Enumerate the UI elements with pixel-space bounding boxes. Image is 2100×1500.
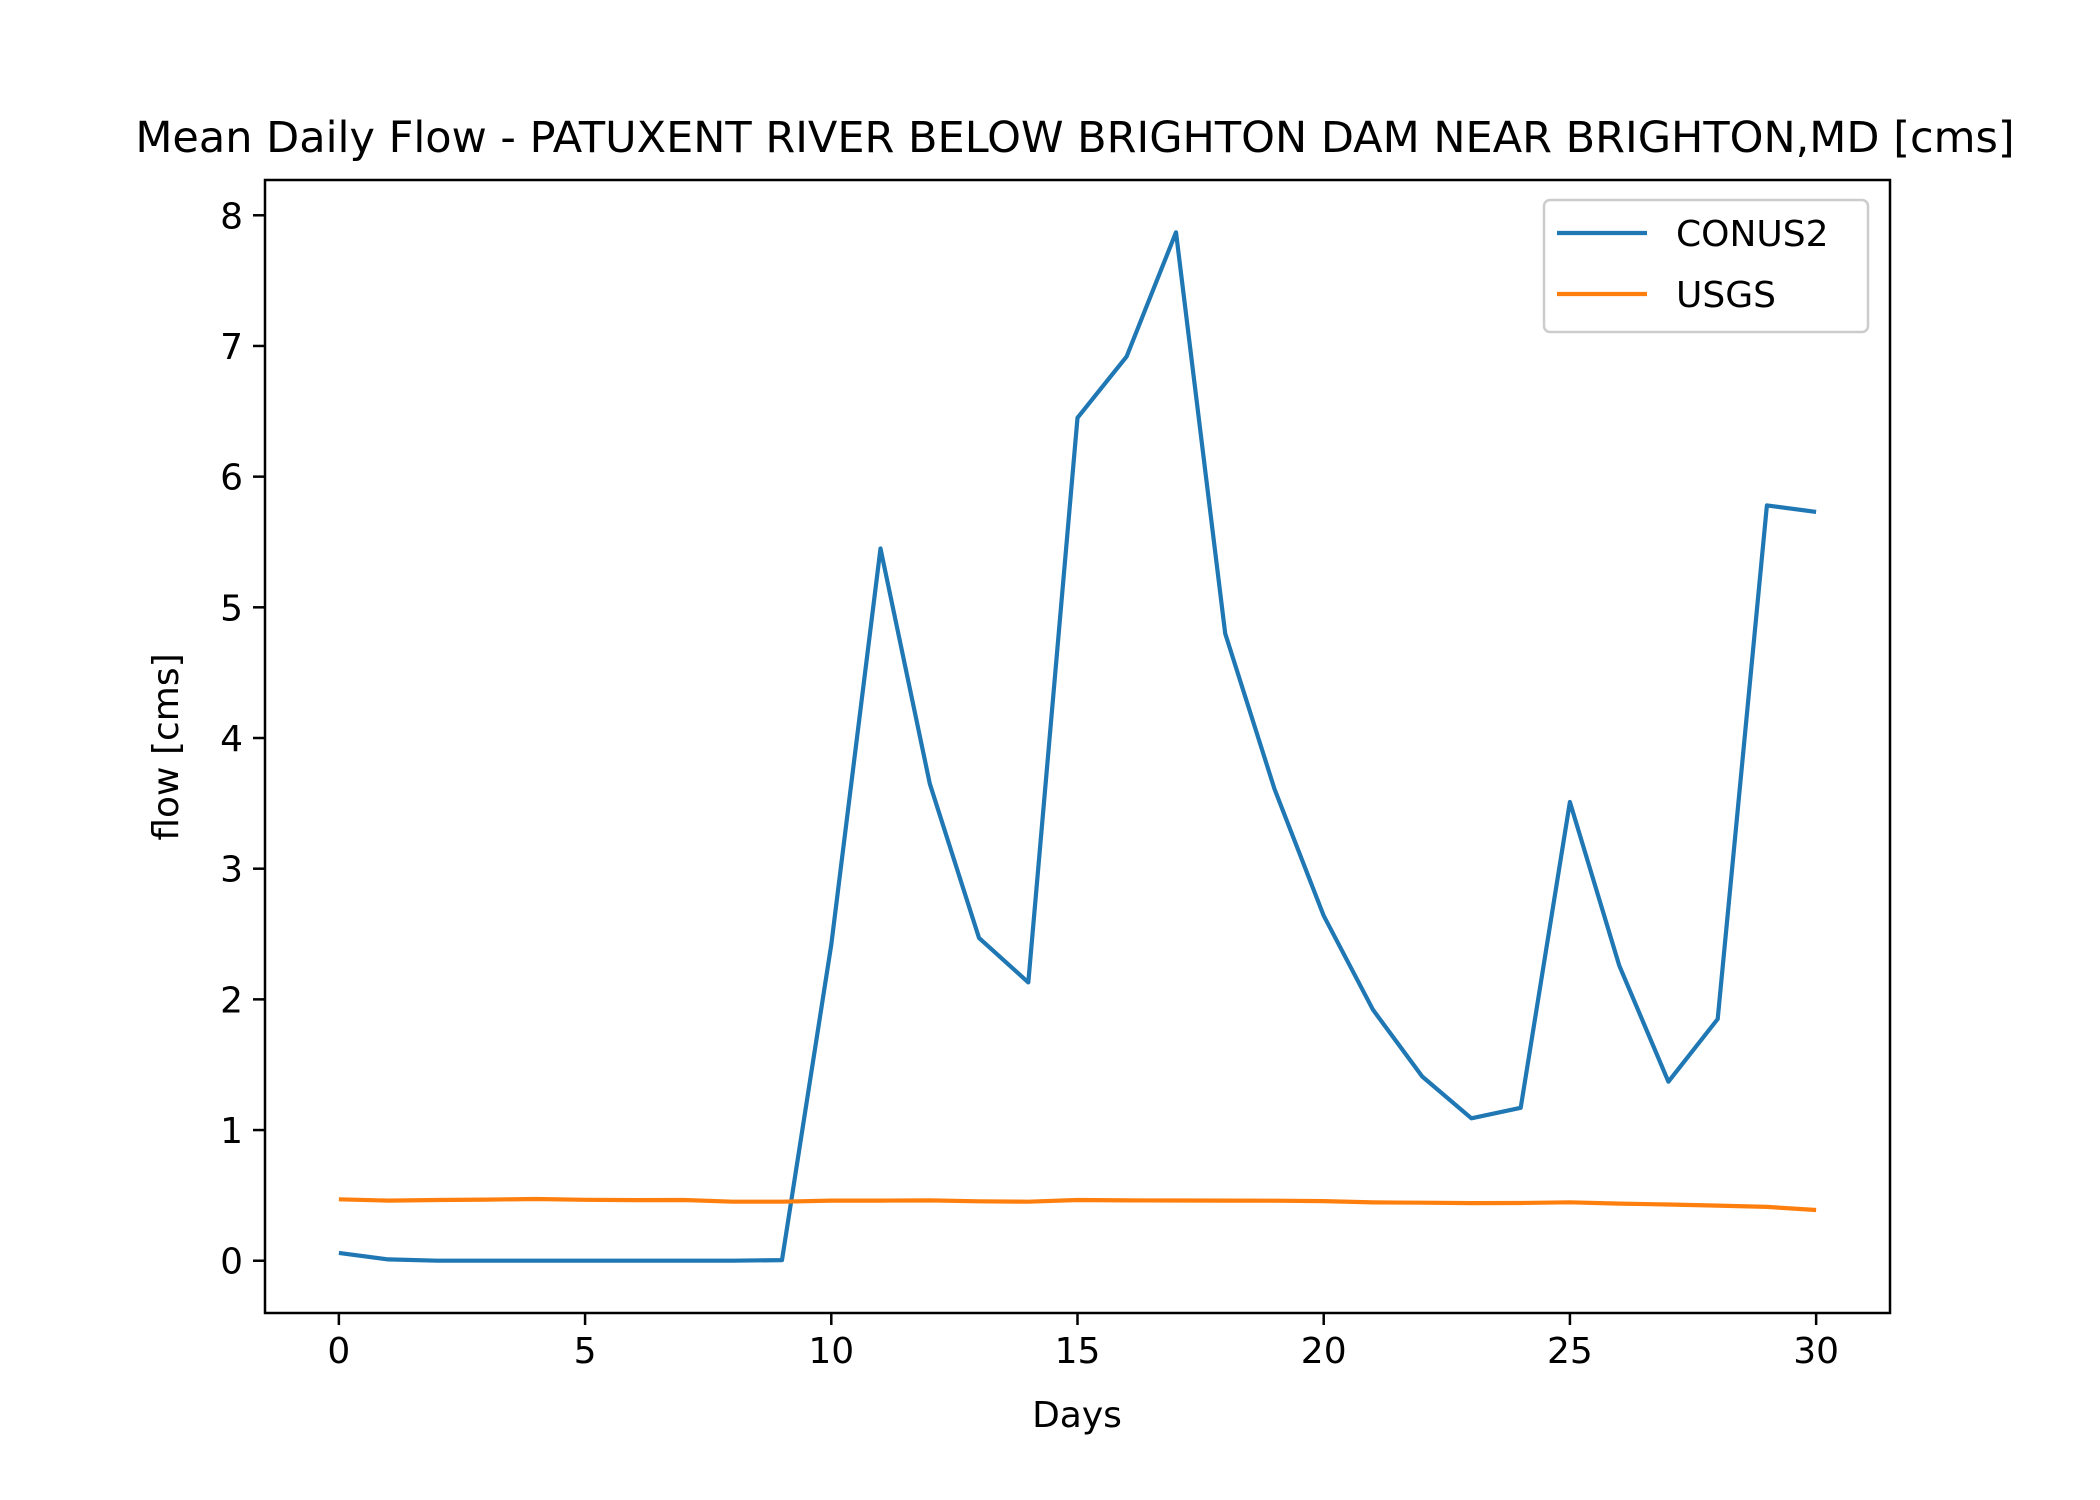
y-tick-label: 3	[220, 850, 243, 891]
y-tick-label: 2	[220, 980, 243, 1021]
series-layer	[338, 230, 1817, 1263]
x-tick-label: 25	[1547, 1331, 1593, 1372]
x-axis-label: Days	[1032, 1395, 1122, 1436]
y-axis-label: flow [cms]	[146, 653, 187, 840]
y-tick-label: 8	[220, 196, 243, 237]
x-tick-label: 0	[327, 1331, 350, 1372]
x-tick-label: 20	[1301, 1331, 1347, 1372]
x-tick-label: 30	[1793, 1331, 1839, 1372]
legend-label-conus2: CONUS2	[1676, 214, 1829, 255]
y-tick-label: 0	[220, 1242, 243, 1283]
series-line-usgs	[338, 1196, 1817, 1213]
y-tick-label: 1	[220, 1111, 243, 1152]
y-tick-label: 6	[220, 458, 243, 499]
chart-title: Mean Daily Flow - PATUXENT RIVER BELOW B…	[135, 113, 2014, 163]
legend: CONUS2 USGS	[1542, 198, 1870, 334]
plot-frame	[263, 178, 1892, 1315]
legend-label-usgs: USGS	[1676, 275, 1776, 316]
x-tick-label: 15	[1055, 1331, 1101, 1372]
y-tick-label: 5	[220, 588, 243, 629]
y-tick-label: 7	[220, 327, 243, 368]
x-tick-label: 10	[808, 1331, 854, 1372]
series-line-conus2	[338, 230, 1817, 1263]
x-axis: 0 5 10 15 20 25 30	[327, 1313, 1839, 1372]
y-axis: 0 1 2 3 4 5 6 7 8	[220, 196, 265, 1283]
y-tick-label: 4	[220, 719, 243, 760]
x-tick-label: 5	[574, 1331, 597, 1372]
